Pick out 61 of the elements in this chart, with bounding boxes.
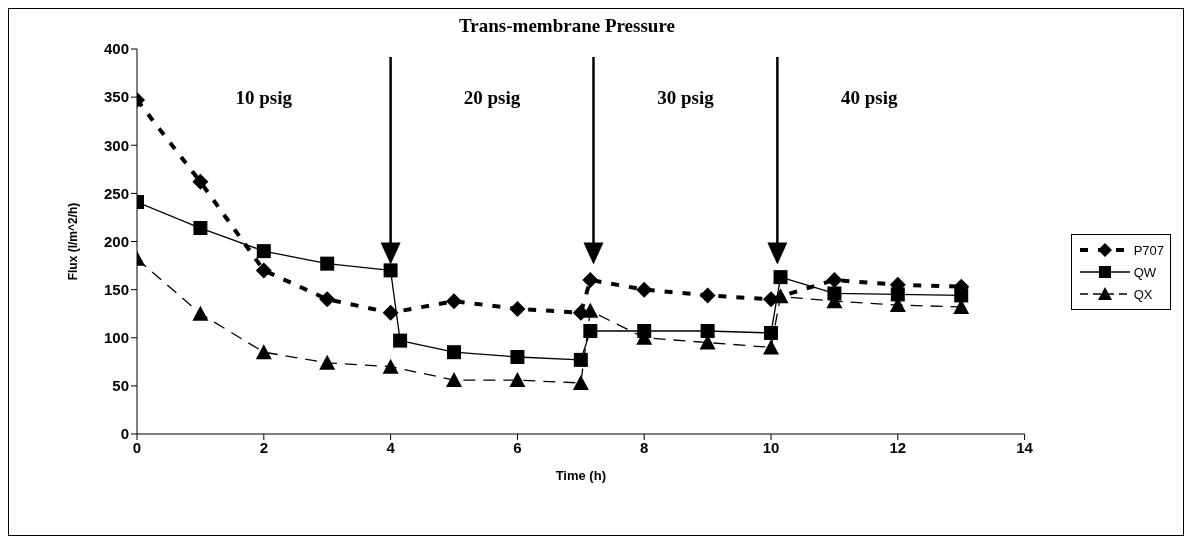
y-tick-label: 350 — [103, 88, 129, 106]
annotation: 40 psig — [841, 86, 899, 108]
point — [320, 256, 335, 271]
point — [192, 173, 209, 190]
point — [255, 262, 272, 279]
y-tick-label: 300 — [103, 136, 129, 154]
x-tick-label: 4 — [386, 438, 396, 456]
point — [773, 270, 788, 285]
point — [192, 305, 209, 321]
point — [510, 350, 525, 364]
y-tick-label: 400 — [103, 40, 129, 58]
point — [256, 244, 271, 259]
chart-title: Trans-membrane Pressure — [458, 15, 676, 37]
x-axis-title: Time (h) — [555, 468, 606, 483]
point — [700, 324, 715, 339]
x-tick-label: 0 — [132, 438, 142, 456]
point — [572, 374, 589, 390]
point — [763, 339, 780, 355]
point — [382, 304, 399, 321]
x-tick-label: 10 — [762, 438, 780, 456]
point — [382, 358, 399, 374]
x-tick-label: 12 — [889, 438, 907, 456]
point — [582, 272, 599, 288]
point — [193, 221, 208, 236]
point — [319, 354, 336, 370]
point — [393, 333, 408, 348]
legend-label: QW — [1133, 264, 1157, 280]
point — [509, 300, 526, 317]
x-tick-label: 2 — [259, 438, 268, 456]
point — [954, 288, 969, 303]
point — [764, 325, 779, 340]
x-tick-label: 6 — [513, 438, 522, 456]
point — [255, 344, 272, 360]
point — [583, 324, 598, 339]
point — [446, 293, 463, 310]
x-tick-label: 8 — [640, 438, 649, 456]
x-tick-label: 14 — [1016, 438, 1034, 456]
y-tick-label: 150 — [103, 280, 129, 298]
y-tick-label: 0 — [120, 425, 129, 443]
y-tick-label: 250 — [103, 184, 129, 202]
annotation: 20 psig — [463, 86, 521, 108]
y-axis-title: Flux (l/m^2/h) — [66, 202, 81, 281]
point — [582, 302, 599, 318]
annotation: 10 psig — [235, 86, 293, 108]
legend-label: P707 — [1133, 242, 1164, 258]
point — [699, 287, 716, 304]
point — [772, 288, 789, 304]
point — [636, 281, 653, 298]
point — [446, 372, 463, 388]
point — [573, 352, 588, 367]
point — [890, 287, 905, 302]
y-tick-label: 100 — [103, 329, 129, 347]
point — [319, 291, 336, 308]
y-tick-label: 50 — [112, 377, 129, 395]
point — [447, 345, 462, 360]
legend-label: QX — [1133, 286, 1153, 302]
point — [383, 263, 398, 278]
point — [509, 372, 526, 388]
annotation: 30 psig — [657, 86, 715, 108]
point — [826, 272, 843, 288]
y-tick-label: 200 — [103, 232, 129, 250]
